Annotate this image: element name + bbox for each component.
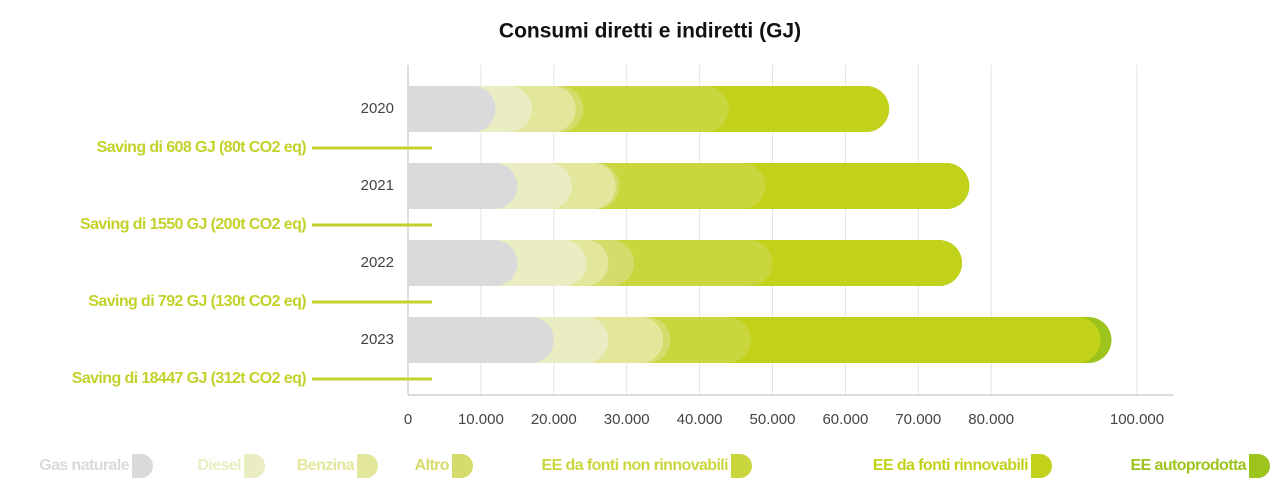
bar-segment bbox=[705, 86, 890, 132]
legend-swatch bbox=[132, 454, 153, 478]
bar-segment bbox=[408, 317, 554, 363]
x-tick-label: 40.000 bbox=[677, 411, 723, 428]
x-tick-label: 80.000 bbox=[968, 411, 1014, 428]
x-tick-label: 100.000 bbox=[1110, 411, 1164, 428]
y-tick-label: 2021 bbox=[361, 177, 394, 194]
y-tick-label: 2020 bbox=[361, 100, 394, 117]
legend-label: EE da fonti rinnovabili bbox=[873, 457, 1028, 474]
bar-segment bbox=[742, 163, 970, 209]
bar-segment bbox=[408, 86, 496, 132]
bar-segment bbox=[596, 163, 766, 209]
bar-segment bbox=[610, 240, 773, 286]
legend-swatch bbox=[731, 454, 752, 478]
saving-label: Saving di 608 GJ (80t CO2 eq) bbox=[97, 139, 307, 156]
x-tick-label: 70.000 bbox=[895, 411, 941, 428]
legend-label: Diesel bbox=[197, 457, 241, 474]
bar-segment bbox=[408, 163, 518, 209]
x-tick-label: 0 bbox=[404, 411, 412, 428]
bar-segment bbox=[494, 240, 587, 286]
bar-segment bbox=[647, 317, 751, 363]
bar-segment bbox=[749, 240, 963, 286]
legend-label: Altro bbox=[415, 457, 450, 474]
x-tick-label: 60.000 bbox=[822, 411, 868, 428]
legend-label: EE autoprodotta bbox=[1131, 457, 1247, 474]
saving-label: Saving di 792 GJ (130t CO2 eq) bbox=[88, 293, 306, 310]
x-tick-label: 30.000 bbox=[604, 411, 650, 428]
y-tick-label: 2023 bbox=[361, 331, 394, 348]
bar-segment bbox=[559, 86, 729, 132]
x-tick-label: 20.000 bbox=[531, 411, 577, 428]
bar-segment bbox=[408, 240, 518, 286]
chart-title: Consumi diretti e indiretti (GJ) bbox=[499, 20, 801, 43]
legend-label: EE da fonti non rinnovabili bbox=[542, 457, 729, 474]
y-tick-label: 2022 bbox=[361, 254, 394, 271]
saving-label: Saving di 18447 GJ (312t CO2 eq) bbox=[72, 370, 307, 387]
legend-swatch bbox=[357, 454, 378, 478]
x-tick-label: 50.000 bbox=[750, 411, 796, 428]
x-tick-label: 10.000 bbox=[458, 411, 504, 428]
legend-label: Benzina bbox=[297, 457, 355, 474]
saving-label: Saving di 1550 GJ (200t CO2 eq) bbox=[80, 216, 306, 233]
legend-swatch bbox=[1249, 454, 1270, 478]
legend-swatch bbox=[452, 454, 473, 478]
legend-swatch bbox=[244, 454, 265, 478]
legend-swatch bbox=[1031, 454, 1052, 478]
legend-label: Gas naturale bbox=[39, 457, 129, 474]
bar-segment bbox=[727, 317, 1101, 363]
